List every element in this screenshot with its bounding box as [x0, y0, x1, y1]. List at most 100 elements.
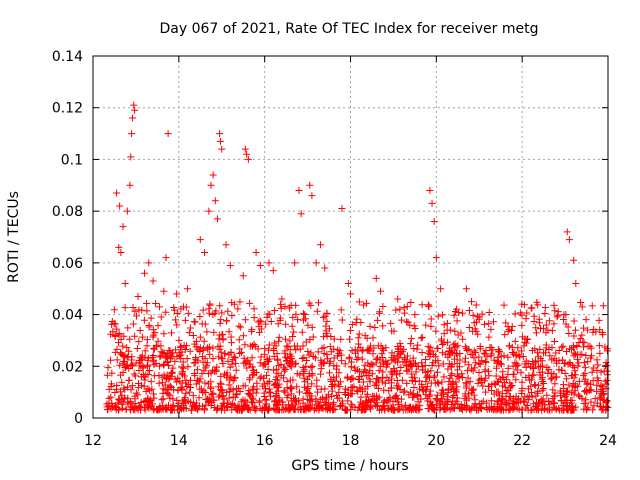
- data-point: [587, 398, 595, 406]
- data-point: [366, 377, 374, 385]
- data-point: [518, 311, 526, 319]
- data-point: [484, 367, 492, 375]
- data-point: [128, 114, 136, 122]
- data-point: [160, 349, 168, 357]
- data-point: [277, 304, 285, 312]
- data-point: [208, 390, 216, 398]
- data-point: [141, 376, 149, 384]
- data-point: [478, 310, 486, 318]
- data-point: [596, 349, 604, 357]
- data-point: [580, 339, 588, 347]
- data-point: [581, 364, 589, 372]
- data-point: [312, 397, 320, 405]
- data-point: [588, 368, 596, 376]
- data-point: [179, 358, 187, 366]
- data-point: [509, 394, 517, 402]
- data-point: [372, 355, 380, 363]
- data-point: [452, 397, 460, 405]
- data-point: [107, 383, 115, 391]
- data-point: [287, 397, 295, 405]
- data-point: [532, 329, 540, 337]
- data-point: [335, 369, 343, 377]
- data-point: [485, 320, 493, 328]
- data-point: [240, 354, 248, 362]
- data-point: [346, 335, 354, 343]
- data-point: [131, 372, 139, 380]
- data-point: [233, 405, 241, 413]
- data-point: [458, 370, 466, 378]
- data-point: [301, 310, 309, 318]
- data-point: [216, 319, 224, 327]
- data-point: [442, 405, 450, 413]
- data-point: [573, 355, 581, 363]
- data-point: [568, 389, 576, 397]
- data-point: [509, 370, 517, 378]
- data-point: [470, 391, 478, 399]
- data-point: [568, 396, 576, 404]
- data-point: [370, 397, 378, 405]
- data-point: [452, 386, 460, 394]
- data-point: [300, 354, 308, 362]
- data-point: [465, 307, 473, 315]
- data-point: [398, 395, 406, 403]
- data-point: [155, 406, 163, 414]
- data-point: [223, 317, 231, 325]
- data-point: [228, 406, 236, 414]
- data-point: [348, 374, 356, 382]
- data-point: [306, 181, 314, 189]
- data-point: [555, 357, 563, 365]
- data-point: [355, 298, 363, 306]
- data-point: [267, 317, 275, 325]
- data-point: [190, 359, 198, 367]
- data-point: [408, 370, 416, 378]
- data-point: [281, 388, 289, 396]
- data-point: [302, 338, 310, 346]
- data-point: [341, 360, 349, 368]
- data-point: [430, 217, 438, 225]
- data-point: [341, 388, 349, 396]
- data-point: [323, 393, 331, 401]
- data-point: [263, 355, 271, 363]
- data-point: [243, 364, 251, 372]
- data-point: [144, 370, 152, 378]
- data-point: [194, 345, 202, 353]
- data-point: [282, 353, 290, 361]
- data-point: [311, 404, 319, 412]
- data-point: [506, 379, 514, 387]
- data-point: [444, 338, 452, 346]
- data-point: [227, 400, 235, 408]
- data-point: [250, 340, 258, 348]
- data-point: [577, 299, 585, 307]
- data-point: [120, 358, 128, 366]
- data-point: [524, 335, 532, 343]
- data-point: [307, 392, 315, 400]
- data-point: [353, 387, 361, 395]
- data-point: [575, 377, 583, 385]
- data-point: [574, 362, 582, 370]
- data-point: [250, 305, 258, 313]
- data-point: [418, 301, 426, 309]
- data-point: [227, 385, 235, 393]
- data-point: [572, 403, 580, 411]
- data-point: [448, 370, 456, 378]
- data-point: [385, 387, 393, 395]
- data-point: [590, 326, 598, 333]
- data-point: [168, 406, 176, 414]
- data-point: [459, 373, 467, 381]
- data-point: [379, 322, 387, 330]
- data-point: [205, 309, 213, 317]
- data-point: [603, 371, 611, 379]
- data-point: [216, 137, 224, 145]
- data-point: [321, 264, 329, 272]
- data-point: [401, 387, 409, 395]
- data-point: [584, 358, 592, 366]
- data-point: [532, 324, 540, 332]
- data-point: [263, 371, 271, 379]
- data-point: [463, 403, 471, 411]
- data-point: [550, 337, 558, 345]
- data-point: [330, 354, 338, 362]
- data-point: [111, 389, 119, 397]
- data-point: [228, 312, 236, 320]
- data-point: [255, 323, 263, 331]
- data-point: [149, 333, 157, 341]
